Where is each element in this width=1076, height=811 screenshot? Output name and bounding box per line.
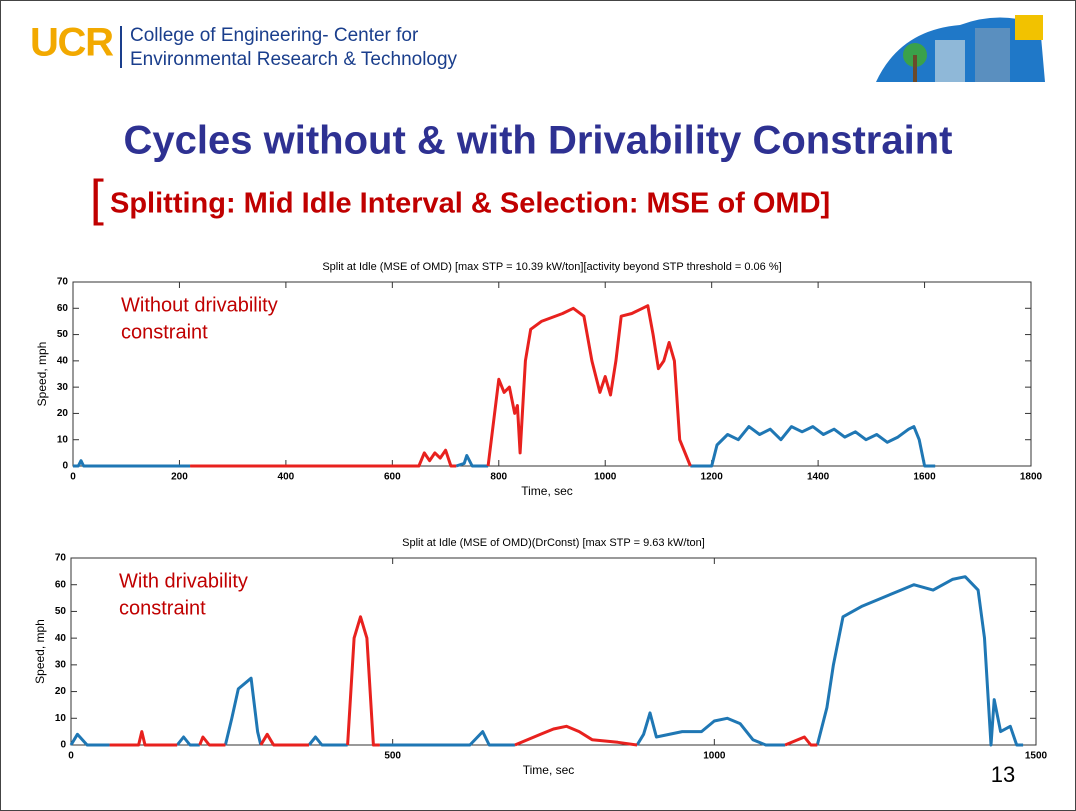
x-tick-label: 1400 — [807, 472, 830, 483]
org-line: College of Engineering- Center for — [130, 25, 419, 46]
annotation: With drivability — [119, 570, 248, 592]
y-tick-label: 20 — [57, 408, 69, 419]
x-tick-label: 1800 — [1020, 472, 1043, 483]
subtitle-bracket: [ — [90, 170, 104, 226]
y-tick-label: 0 — [62, 461, 68, 472]
org-line: Environmental Research & Technology — [130, 49, 458, 70]
y-tick-label: 50 — [57, 329, 69, 340]
campus-graphic — [876, 15, 1045, 82]
y-tick-label: 50 — [55, 606, 67, 617]
annotation: constraint — [119, 597, 206, 619]
y-tick-label: 20 — [55, 686, 67, 697]
x-tick-label: 1200 — [701, 472, 724, 483]
series-line — [190, 304, 692, 468]
y-tick-label: 40 — [55, 633, 67, 644]
y-tick-label: 70 — [57, 277, 69, 288]
series-line — [109, 615, 818, 747]
x-tick-label: 500 — [384, 751, 401, 762]
y-tick-label: 60 — [55, 579, 67, 590]
slide-title: Cycles without & with Drivability Constr… — [124, 119, 953, 163]
chart-title: Split at Idle (MSE of OMD) [max STP = 10… — [322, 261, 781, 273]
x-tick-label: 400 — [278, 472, 295, 483]
series-line — [69, 575, 1024, 747]
y-tick-label: 10 — [57, 434, 69, 445]
y-axis-label: Speed, mph — [35, 342, 49, 407]
x-tick-label: 800 — [490, 472, 507, 483]
x-axis-label: Time, sec — [521, 484, 573, 498]
x-tick-label: 1000 — [594, 472, 617, 483]
x-tick-label: 1600 — [913, 472, 936, 483]
chart-title: Split at Idle (MSE of OMD)(DrConst) [max… — [402, 537, 705, 549]
series-line — [73, 425, 936, 468]
y-tick-label: 0 — [60, 740, 66, 751]
y-tick-label: 30 — [55, 659, 67, 670]
x-tick-label: 0 — [70, 472, 76, 483]
x-tick-label: 200 — [171, 472, 188, 483]
x-tick-label: 600 — [384, 472, 401, 483]
y-tick-label: 60 — [57, 303, 69, 314]
y-axis-label: Speed, mph — [33, 619, 47, 684]
plot-area — [72, 281, 1032, 467]
y-tick-label: 70 — [55, 553, 67, 564]
subtitle: Splitting: Mid Idle Interval & Selection… — [110, 188, 830, 220]
x-axis-label: Time, sec — [523, 763, 575, 777]
annotation: Without drivability — [121, 294, 278, 316]
x-tick-label: 0 — [68, 751, 74, 762]
logo: UCR — [30, 21, 114, 65]
y-tick-label: 10 — [55, 713, 67, 724]
y-tick-label: 30 — [57, 382, 69, 393]
annotation: constraint — [121, 321, 208, 343]
x-tick-label: 1500 — [1025, 751, 1048, 762]
y-tick-label: 40 — [57, 355, 69, 366]
page-number: 13 — [991, 762, 1015, 787]
x-tick-label: 1000 — [703, 751, 726, 762]
